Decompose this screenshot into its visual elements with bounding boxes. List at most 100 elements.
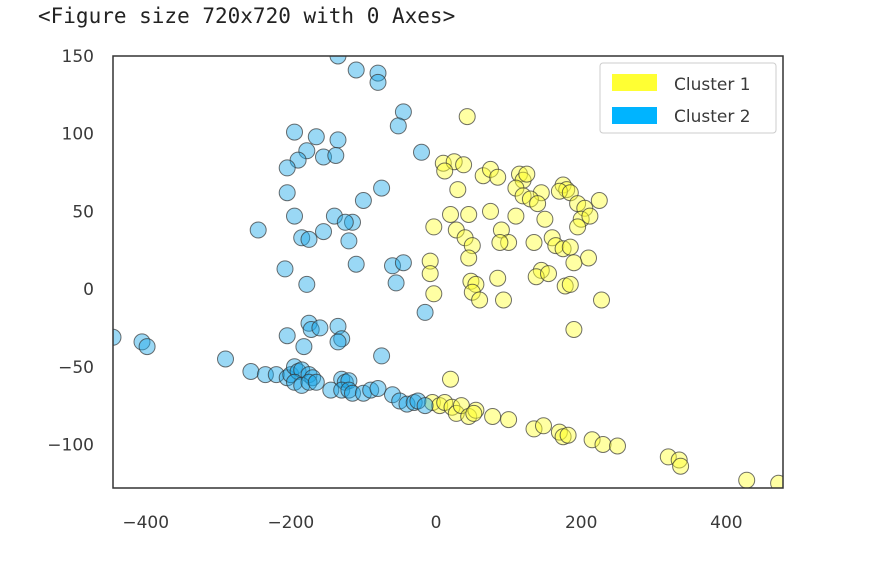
point-cluster-1 [540,265,557,283]
point-cluster-2 [249,221,267,239]
point-cluster-1 [442,370,459,388]
point-cluster-1 [580,249,597,267]
point-cluster-1 [484,408,502,425]
point-cluster-1 [738,471,756,488]
point-cluster-2 [286,207,303,225]
point-cluster-1 [529,195,547,213]
point-cluster-2 [373,179,391,197]
point-cluster-1 [455,156,473,174]
point-cluster-2 [340,232,358,250]
point-cluster-2 [384,257,401,275]
point-cluster-2 [315,223,332,241]
point-cluster-2 [217,350,234,368]
legend-label-cluster-1: Cluster 1 [674,75,751,95]
point-cluster-1 [436,162,454,180]
point-cluster-2 [369,380,387,397]
point-cluster-2 [387,274,405,292]
y-tick-label: 150 [62,47,94,67]
point-cluster-1 [500,234,518,251]
point-cluster-1 [462,272,480,290]
point-cluster-1 [467,401,485,419]
point-cluster-2 [278,327,296,345]
point-cluster-1 [561,275,579,293]
point-cluster-2 [293,229,311,247]
point-cluster-2 [302,321,320,338]
point-cluster-1 [525,420,543,438]
point-cluster-1 [421,252,439,270]
point-cluster-1 [770,474,783,488]
point-cluster-2 [276,260,294,278]
x-tick-label: 0 [431,513,442,533]
point-cluster-2 [398,395,416,413]
point-cluster-1 [535,417,552,435]
point-cluster-1 [460,408,478,425]
point-cluster-2 [329,131,347,149]
point-cluster-2 [295,338,313,356]
point-cluster-2 [298,142,316,160]
x-tick-labels: −400 −200 0 200 400 [122,513,742,533]
point-cluster-1 [491,234,509,251]
point-cluster-1 [425,285,443,303]
point-cluster-2 [311,319,329,337]
point-cluster-2 [298,275,316,293]
point-cluster-1 [460,206,478,223]
point-cluster-2 [416,397,434,415]
legend-label-cluster-2: Cluster 2 [674,107,751,127]
point-cluster-1 [590,192,608,209]
point-cluster-1 [500,411,518,429]
point-cluster-1 [569,218,587,236]
x-tick-label: 400 [710,513,742,533]
point-cluster-2 [307,373,325,391]
point-cluster-2 [325,207,343,225]
point-cluster-1 [672,457,690,475]
point-cluster-2 [347,61,365,79]
point-cluster-2 [369,73,387,91]
legend: Cluster 1 Cluster 2 [599,62,777,134]
point-cluster-2 [329,333,347,351]
point-cluster-2 [416,303,434,321]
point-cluster-1 [442,206,459,223]
point-cluster-1 [449,181,467,199]
point-cluster-1 [460,249,478,267]
point-cluster-1 [670,451,688,469]
y-tick-labels: −100 −50 0 50 100 150 [47,47,94,456]
point-cluster-1 [565,321,583,338]
point-cluster-1 [471,291,489,309]
points-layer [113,56,783,488]
point-cluster-1 [561,238,579,256]
point-cluster-1 [431,397,449,415]
point-cluster-1 [532,184,550,202]
figure-caption: <Figure size 720x720 with 0 Axes> [38,4,456,28]
x-tick-label: 200 [565,513,597,533]
point-cluster-1 [554,240,572,258]
point-cluster-1 [518,165,536,183]
x-tick-label: −400 [122,513,169,533]
point-cluster-2 [327,147,345,164]
point-cluster-1 [489,269,507,287]
point-cluster-2 [278,159,296,177]
point-cluster-2 [347,255,365,273]
point-cluster-1 [465,404,483,422]
point-cluster-2 [333,381,351,399]
point-cluster-2 [336,213,354,231]
y-tick-label: 100 [62,125,94,145]
point-cluster-2 [315,148,332,166]
point-cluster-1 [536,210,554,228]
point-cluster-2 [286,123,303,141]
axes-frame [112,55,784,489]
point-cluster-1 [525,234,543,251]
point-cluster-1 [482,202,499,220]
point-cluster-2 [300,230,318,248]
point-cluster-2 [362,381,380,399]
y-tick-label: 0 [83,280,94,300]
point-cluster-1 [458,108,476,126]
point-cluster-2 [267,366,285,384]
point-cluster-2 [278,184,296,202]
point-cluster-2 [389,117,407,135]
point-cluster-1 [507,207,525,225]
point-cluster-2 [344,213,361,231]
point-cluster-1 [425,218,443,236]
point-cluster-2 [133,333,151,351]
point-cluster-2 [354,192,372,209]
